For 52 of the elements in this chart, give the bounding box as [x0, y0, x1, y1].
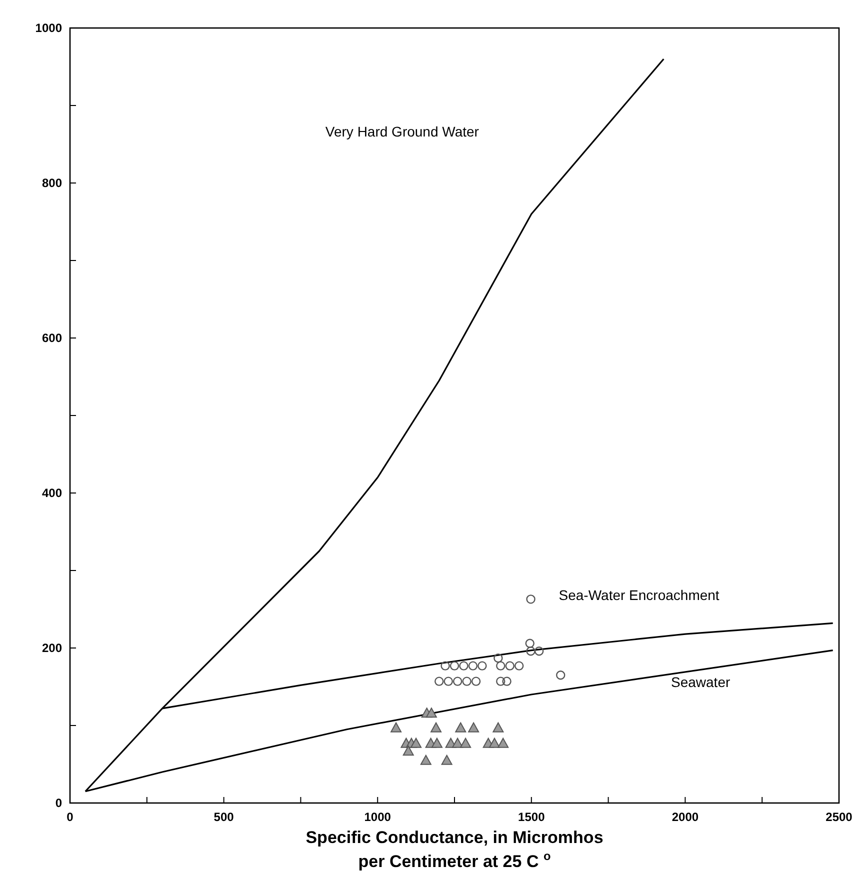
y-tick-label: 800 — [42, 176, 62, 190]
annotation: Sea-Water Encroachment — [558, 586, 720, 603]
point — [471, 676, 481, 686]
point — [526, 594, 536, 604]
point — [525, 638, 534, 648]
point — [492, 722, 504, 732]
annotation: Seawater — [671, 674, 730, 690]
y-tick-label: 600 — [42, 331, 62, 345]
point — [505, 661, 514, 670]
point — [496, 661, 506, 670]
point — [534, 646, 544, 656]
point — [431, 738, 442, 748]
y-tick-label: 200 — [42, 641, 62, 655]
point — [478, 661, 487, 670]
x-tick-label: 0 — [66, 810, 74, 824]
x-tick-label: 2000 — [672, 810, 699, 824]
point — [444, 676, 453, 686]
point — [460, 738, 472, 748]
annotation: Very Hard Ground Water — [325, 124, 480, 140]
point — [452, 676, 462, 686]
point — [410, 738, 422, 748]
point — [526, 646, 536, 656]
x-axis-title: Specific Conductance, in Micromhos per Centimeter at 25 C $^{o}$ — [306, 828, 604, 871]
point — [462, 676, 472, 686]
y-tick-label: 400 — [42, 486, 62, 500]
point — [420, 754, 432, 765]
x-tick-label: 500 — [214, 810, 234, 824]
x-tick-label: 1000 — [364, 810, 392, 824]
point — [441, 754, 452, 765]
point — [488, 738, 500, 748]
point — [459, 661, 468, 670]
point — [402, 746, 414, 756]
y-tick-label: 1000 — [35, 21, 62, 35]
point — [498, 738, 509, 748]
point — [452, 738, 464, 748]
point — [390, 722, 402, 732]
point — [556, 670, 566, 680]
point — [468, 722, 480, 732]
point — [430, 722, 442, 732]
point — [434, 676, 444, 686]
point — [440, 661, 450, 670]
point — [455, 722, 466, 732]
y-tick-label: 0 — [55, 796, 62, 810]
point — [514, 661, 524, 670]
point — [426, 708, 437, 718]
x-tick-label: 1500 — [518, 810, 546, 824]
point — [494, 653, 503, 663]
x-tick-label: 2500 — [826, 810, 853, 824]
point — [502, 676, 512, 686]
point — [468, 661, 478, 670]
point — [450, 661, 460, 670]
point — [496, 676, 506, 686]
